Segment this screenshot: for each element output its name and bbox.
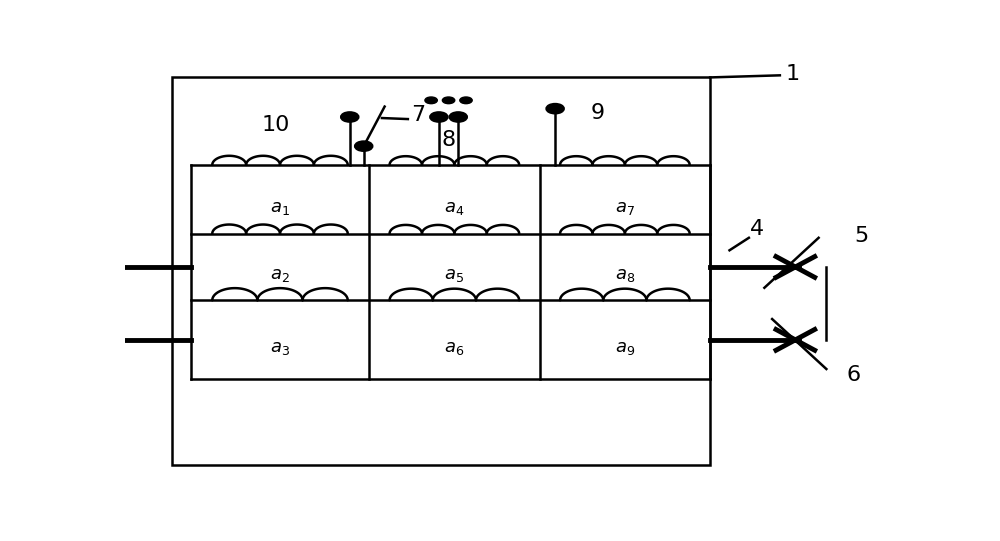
Text: $a_6$: $a_6$ [444,339,464,357]
Text: $a_8$: $a_8$ [615,266,635,284]
Text: 10: 10 [262,115,290,135]
Text: $a_5$: $a_5$ [444,266,464,284]
Text: 9: 9 [591,103,605,123]
Text: 8: 8 [442,130,456,150]
Text: $a_2$: $a_2$ [270,266,290,284]
Circle shape [425,97,437,104]
Text: 4: 4 [750,220,764,240]
Bar [172,77,710,465]
Text: $a_3$: $a_3$ [270,339,290,357]
Circle shape [355,142,372,151]
Circle shape [547,104,564,113]
Circle shape [341,113,358,122]
Circle shape [450,113,467,122]
Text: 1: 1 [786,64,800,84]
Circle shape [460,97,472,104]
Circle shape [442,97,455,104]
Text: $a_1$: $a_1$ [270,199,290,216]
Circle shape [430,113,447,122]
Text: $a_4$: $a_4$ [444,199,465,216]
Text: $a_7$: $a_7$ [615,199,635,216]
Text: 5: 5 [854,226,868,246]
Text: $a_9$: $a_9$ [615,339,635,357]
Text: 7: 7 [411,105,425,125]
Text: 6: 6 [846,365,861,385]
